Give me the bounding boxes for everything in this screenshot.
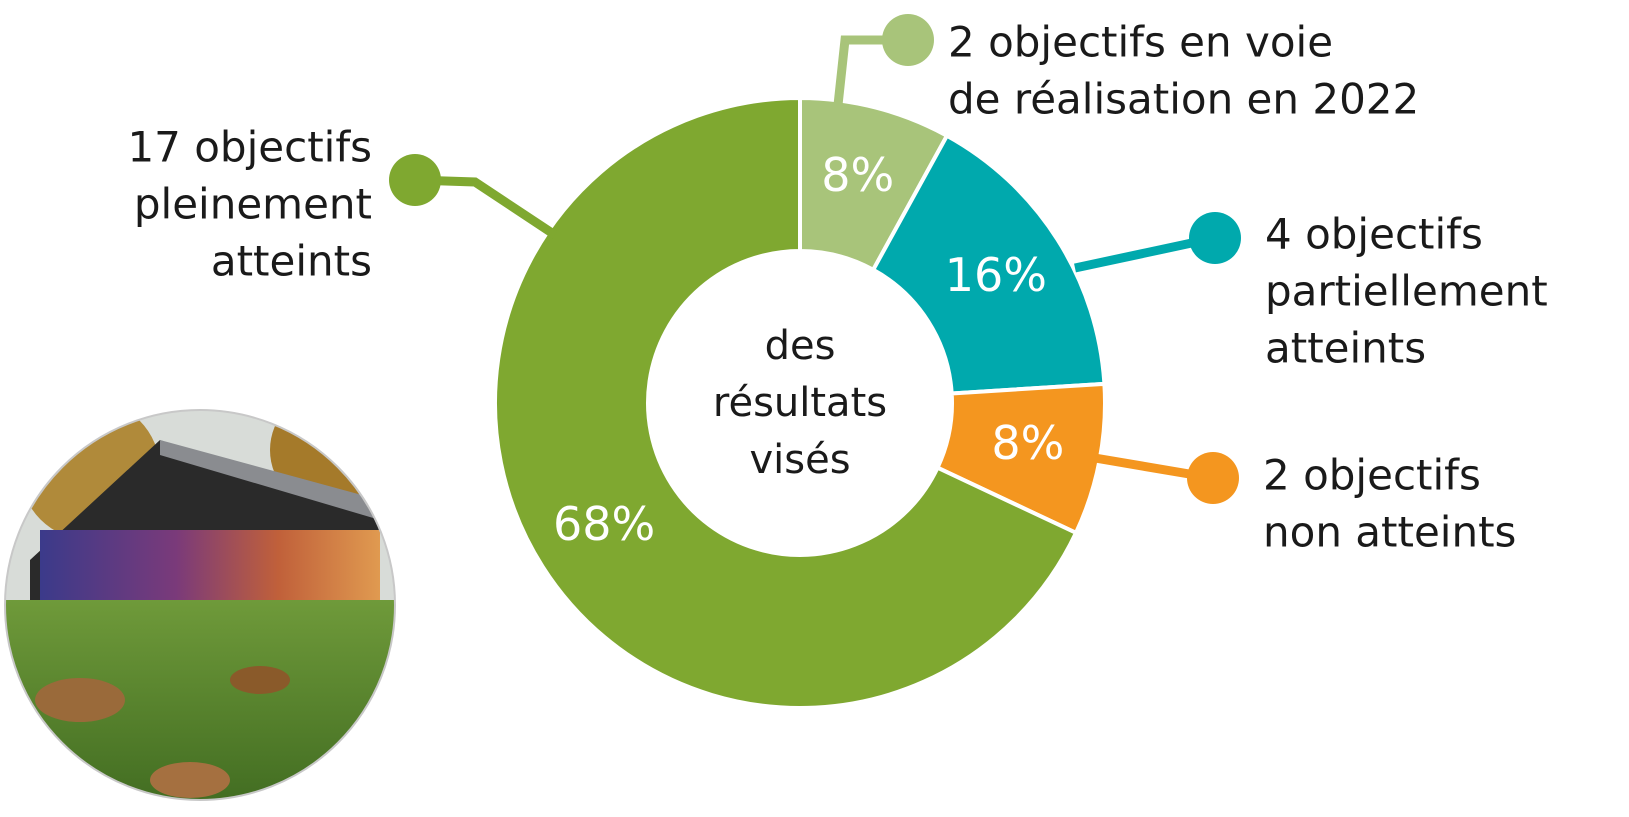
center-label: résultats — [713, 380, 887, 426]
category-label: non atteints — [1263, 508, 1516, 557]
value-label: 8% — [821, 148, 894, 202]
center-label: des — [765, 323, 836, 369]
category-label: de réalisation en 2022 — [948, 75, 1419, 124]
category-label: pleinement — [134, 180, 372, 229]
chart: 8% 2 objectifs en voie de réalisation en 2… — [0, 0, 1629, 817]
category-label: atteints — [211, 237, 372, 286]
leader-dot — [389, 154, 441, 206]
center-label: visés — [749, 437, 850, 483]
value-label: 8% — [991, 416, 1064, 470]
category-label: 2 objectifs en voie — [948, 18, 1333, 67]
value-label: 68% — [553, 497, 655, 551]
category-label: 4 objectifs — [1265, 210, 1483, 259]
value-label: 16% — [945, 248, 1047, 302]
leader-dot — [1189, 212, 1241, 264]
leader-dot — [1187, 452, 1239, 504]
category-label: partiellement — [1265, 267, 1548, 316]
category-label: atteints — [1265, 324, 1426, 373]
category-label: 17 objectifs — [127, 123, 372, 172]
photo — [0, 390, 400, 817]
category-label: 2 objectifs — [1263, 451, 1481, 500]
leader-dot — [882, 14, 934, 66]
